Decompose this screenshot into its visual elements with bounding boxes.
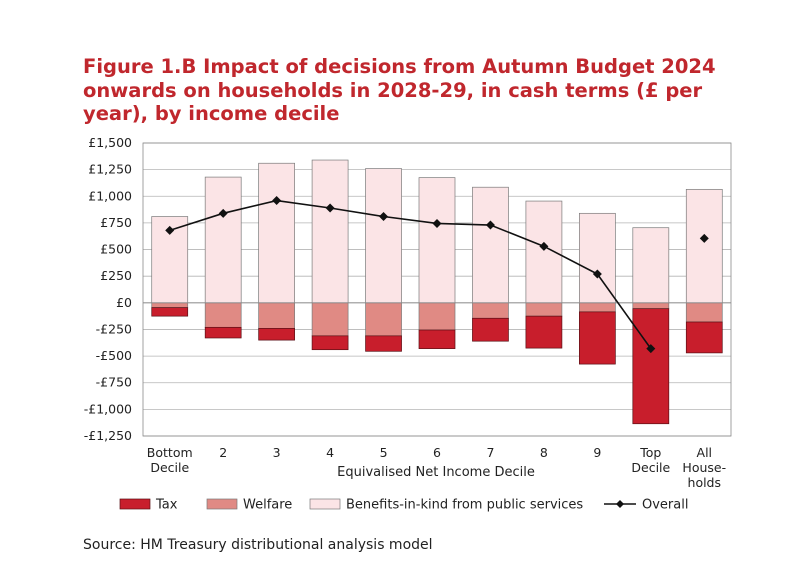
legend-swatch — [119, 498, 151, 510]
chart-title: Figure 1.B Impact of decisions from Autu… — [83, 55, 773, 126]
bar-benefits — [579, 212, 616, 304]
bar-welfare — [632, 302, 670, 310]
bar-benefits — [204, 176, 242, 304]
bar-welfare — [525, 302, 563, 317]
legend-marker — [616, 500, 624, 508]
bar-benefits — [472, 186, 509, 304]
source-note: Source: HM Treasury distributional analy… — [83, 537, 433, 553]
x-tick-label: 8 — [540, 445, 548, 460]
chart-title-line-3: year), by income decile — [83, 102, 340, 125]
legend-label: Tax — [155, 498, 178, 513]
bar-benefits — [632, 227, 670, 304]
x-tick-label: holds — [688, 475, 722, 490]
bar-welfare — [311, 302, 349, 337]
bar-welfare — [579, 302, 616, 313]
chart-title-line-2: onwards on households in 2028-29, in cas… — [83, 78, 703, 102]
bar-tax — [632, 308, 670, 425]
y-tick-label: £0 — [116, 295, 132, 310]
y-tick-label: -£1,000 — [84, 401, 132, 416]
bar-tax — [579, 311, 616, 365]
bar-benefits — [418, 177, 456, 304]
stacked-bar-chart: £1,500 £1,250 £1,000 £750 £500 £250 £0 -£250 -£5… — [84, 135, 732, 513]
bar-welfare — [472, 302, 509, 319]
overall-point — [325, 203, 335, 213]
overall-line — [169, 199, 652, 350]
legend-swatch — [206, 498, 238, 510]
bar-tax — [151, 307, 189, 317]
bar-benefits — [311, 159, 349, 304]
overall-point — [272, 196, 282, 206]
bar-welfare — [204, 302, 242, 328]
y-tick-label: £1,500 — [88, 135, 132, 150]
chart-title-line-1: Figure 1.B Impact of decisions from Autu… — [83, 55, 716, 78]
overall-point — [218, 208, 228, 218]
legend-label: Welfare — [243, 498, 292, 513]
overall-point — [539, 241, 549, 251]
x-tick-label: Top — [639, 445, 661, 460]
bar-tax — [365, 335, 402, 352]
bar-benefits — [525, 200, 563, 304]
bar-benefits — [685, 188, 723, 304]
bar-tax — [472, 317, 509, 342]
bar-tax — [204, 326, 242, 339]
plot-frame — [142, 142, 732, 437]
x-tick-label: Bottom — [147, 445, 193, 460]
y-tick-label: £250 — [100, 268, 132, 283]
overall-point — [592, 269, 602, 279]
overall-point — [165, 225, 175, 235]
x-axis-label: Equivalised Net Income Decile — [337, 465, 535, 480]
x-tick-label: 7 — [486, 445, 494, 460]
bar-welfare — [151, 302, 189, 308]
x-tick-label: 3 — [273, 445, 281, 460]
bar-welfare — [365, 302, 402, 337]
bar-welfare — [418, 302, 456, 331]
bar-benefits — [258, 162, 295, 304]
legend-swatch — [309, 498, 341, 510]
y-tick-label: £500 — [100, 242, 132, 257]
overall-point — [699, 233, 709, 243]
bar-tax — [525, 315, 563, 349]
bar-tax — [311, 335, 349, 351]
x-tick-label: All — [697, 445, 713, 460]
y-tick-label: -£500 — [96, 348, 132, 363]
bar-welfare — [685, 302, 723, 323]
x-tick-label: Decile — [150, 460, 189, 475]
overall-point — [485, 220, 495, 230]
bar-welfare — [258, 302, 295, 329]
x-tick-label: 9 — [593, 445, 601, 460]
x-tick-label: 2 — [219, 445, 227, 460]
overall-point — [646, 344, 656, 354]
y-tick-label: £1,250 — [88, 162, 132, 177]
bar-benefits — [365, 168, 402, 304]
y-tick-label: -£750 — [96, 375, 132, 390]
x-tick-label: House- — [682, 460, 726, 475]
x-tick-label: 6 — [433, 445, 441, 460]
overall-point — [379, 212, 389, 222]
overall-point — [432, 218, 442, 228]
bar-tax — [685, 321, 723, 354]
x-tick-label: 4 — [326, 445, 334, 460]
legend-label: Benefits-in-kind from public services — [346, 498, 583, 513]
bar-tax — [418, 329, 456, 349]
y-tick-label: -£1,250 — [84, 428, 132, 443]
y-tick-label: £750 — [100, 215, 132, 230]
legend-label: Overall — [642, 498, 688, 513]
x-tick-label: Decile — [631, 460, 670, 475]
y-tick-label: £1,000 — [88, 188, 132, 203]
y-tick-label: -£250 — [96, 321, 132, 336]
bar-tax — [258, 328, 295, 341]
x-tick-label: 5 — [380, 445, 388, 460]
